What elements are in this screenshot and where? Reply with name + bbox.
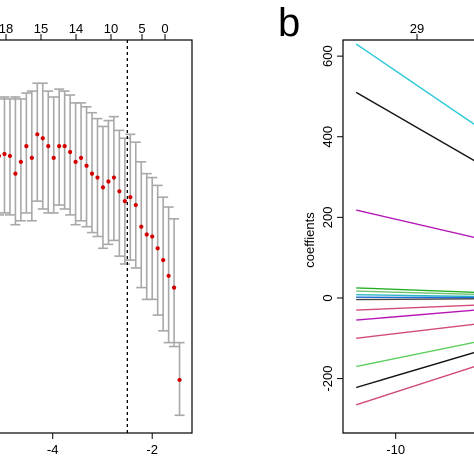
panel-b-y-tick-label: 200 (320, 207, 335, 229)
panel-b-y-axis-title: coeffients (302, 212, 317, 268)
coefficient-path-line (355, 91, 474, 162)
cv-point (24, 144, 29, 149)
cv-point (78, 155, 84, 160)
panel-b-letter: b (278, 1, 300, 45)
cv-point (150, 234, 155, 239)
panel-b-y-tick-label: 0 (320, 294, 335, 301)
panel-b-y-tick-label: 600 (320, 45, 335, 67)
coefficient-path-line (356, 309, 474, 321)
coefficient-path-line (356, 287, 474, 293)
cv-point (171, 285, 177, 290)
cv-point (177, 377, 182, 383)
panel-b-y-tick-label: -200 (320, 366, 335, 392)
panel-b-lines (355, 43, 474, 406)
coefficient-path-line (356, 304, 474, 311)
coefficient-path-line (356, 341, 474, 368)
cv-point (57, 144, 62, 149)
cv-point (166, 273, 171, 278)
panel-a-x-tick-label: -4 (47, 442, 59, 457)
cv-point (155, 246, 160, 251)
panel-a-top-tick-label: 0 (161, 21, 168, 36)
panel-a-top-tick-label: 5 (138, 21, 145, 36)
coefficient-path-line (356, 290, 474, 295)
coefficient-path-line (355, 365, 474, 406)
cv-point (89, 171, 95, 176)
panel-b-y-tick-label: 400 (320, 126, 335, 148)
cv-point (95, 175, 100, 180)
panel-a-top-tick-label: 10 (104, 21, 118, 36)
cv-point (111, 175, 117, 180)
cv-point (106, 179, 111, 184)
cv-point (144, 232, 149, 237)
panel-a-cv-error-plot: 18 15 14 10 5 0 -4 -2 (0, 21, 193, 457)
cv-point (18, 159, 23, 164)
cv-point (2, 151, 7, 157)
panel-a-top-tick-label: 14 (69, 21, 83, 36)
cv-point (68, 149, 73, 155)
cv-point (122, 199, 127, 204)
cv-point (139, 224, 144, 229)
panel-a-plot-frame (0, 39, 193, 434)
panel-b-coefficient-path-plot: b 29 -10 -200 0 200 400 600 coeffients (278, 1, 474, 457)
cv-point (133, 202, 138, 208)
panel-b-x-tick-label: -10 (386, 442, 405, 457)
cv-point (7, 153, 13, 159)
cv-point (40, 136, 45, 141)
cv-point (73, 159, 78, 164)
cv-point (84, 163, 89, 168)
cv-point (35, 132, 40, 137)
coefficient-path-line (355, 43, 474, 125)
panel-a-top-tick-label: 15 (34, 21, 48, 36)
cv-point (100, 185, 106, 190)
panel-a-top-tick-label: 18 (0, 21, 13, 36)
cv-point (0, 154, 2, 158)
panel-a-marks (0, 82, 185, 417)
coefficient-path-line (356, 298, 474, 301)
panel-a-x-tick-label: -2 (146, 442, 158, 457)
coefficient-path-line (356, 209, 474, 239)
cv-point (29, 155, 34, 160)
coefficient-path-line (356, 323, 474, 339)
cv-point (51, 155, 56, 160)
cv-point (128, 195, 133, 200)
cv-point (62, 144, 67, 149)
cv-point (46, 144, 51, 149)
cv-point (117, 189, 122, 194)
cv-point (13, 171, 18, 176)
coefficient-path-line (356, 294, 474, 298)
panel-b-top-tick-label: 29 (410, 21, 424, 36)
cv-point (161, 257, 166, 263)
coefficient-path-line (356, 351, 474, 389)
panel-b-plot-frame (342, 39, 474, 434)
